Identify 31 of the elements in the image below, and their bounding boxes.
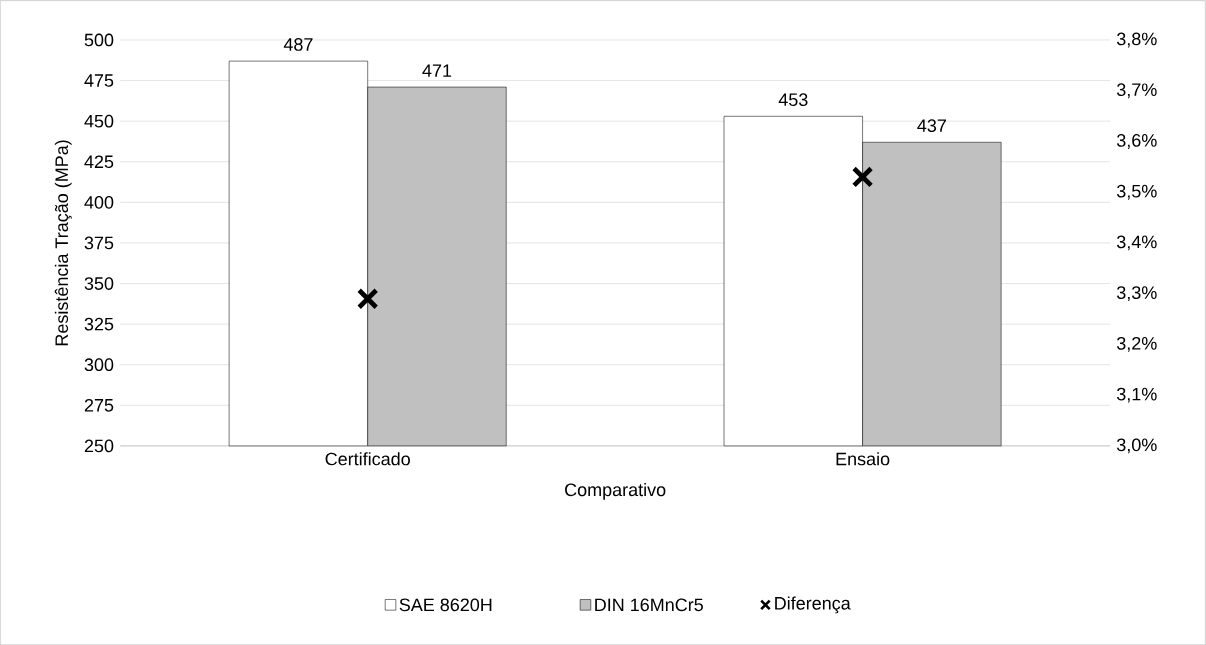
data-label: 471: [422, 64, 452, 77]
y-tick-label: 425: [84, 155, 114, 169]
y2-tick-label: 3,6%: [1116, 133, 1157, 149]
y2-tick-label: 3,5%: [1116, 184, 1157, 200]
y2-tick-label: 3,8%: [1116, 32, 1157, 48]
y2-tick-label: 3,1%: [1116, 387, 1157, 403]
y2-tick-label: 3,4%: [1116, 235, 1157, 251]
y-tick-label: 275: [84, 398, 114, 412]
y-tick-label: 375: [84, 236, 114, 250]
data-label: 437: [917, 119, 946, 132]
y-tick-label: 325: [84, 317, 114, 331]
y-tick-label: 400: [84, 195, 114, 209]
legend-label: DIN 16MnCr5: [595, 598, 703, 612]
y-axis-title: Resistência Tração (MPa): [54, 140, 72, 346]
x-tick-label: Ensaio: [836, 452, 890, 466]
y-tick-label: 450: [84, 114, 114, 128]
y2-tick-label: 3,3%: [1116, 286, 1157, 302]
data-label: 487: [283, 38, 313, 51]
x-axis-title: Comparativo: [565, 482, 666, 500]
x-tick-label: Certificado: [325, 452, 410, 466]
y-tick-label: 475: [84, 74, 114, 87]
legend-label: SAE 8620H: [399, 598, 492, 612]
y2-tick-label: 3,0%: [1116, 438, 1157, 454]
y2-tick-label: 3,7%: [1116, 83, 1157, 99]
data-label: 453: [778, 93, 808, 106]
legend-label: Diferença: [775, 596, 851, 614]
y-tick-label: 300: [84, 358, 114, 372]
y-tick-label: 500: [84, 33, 114, 47]
y2-tick-label: 3,2%: [1116, 336, 1157, 352]
y-tick-label: 250: [84, 439, 114, 453]
y-tick-label: 350: [84, 277, 114, 290]
